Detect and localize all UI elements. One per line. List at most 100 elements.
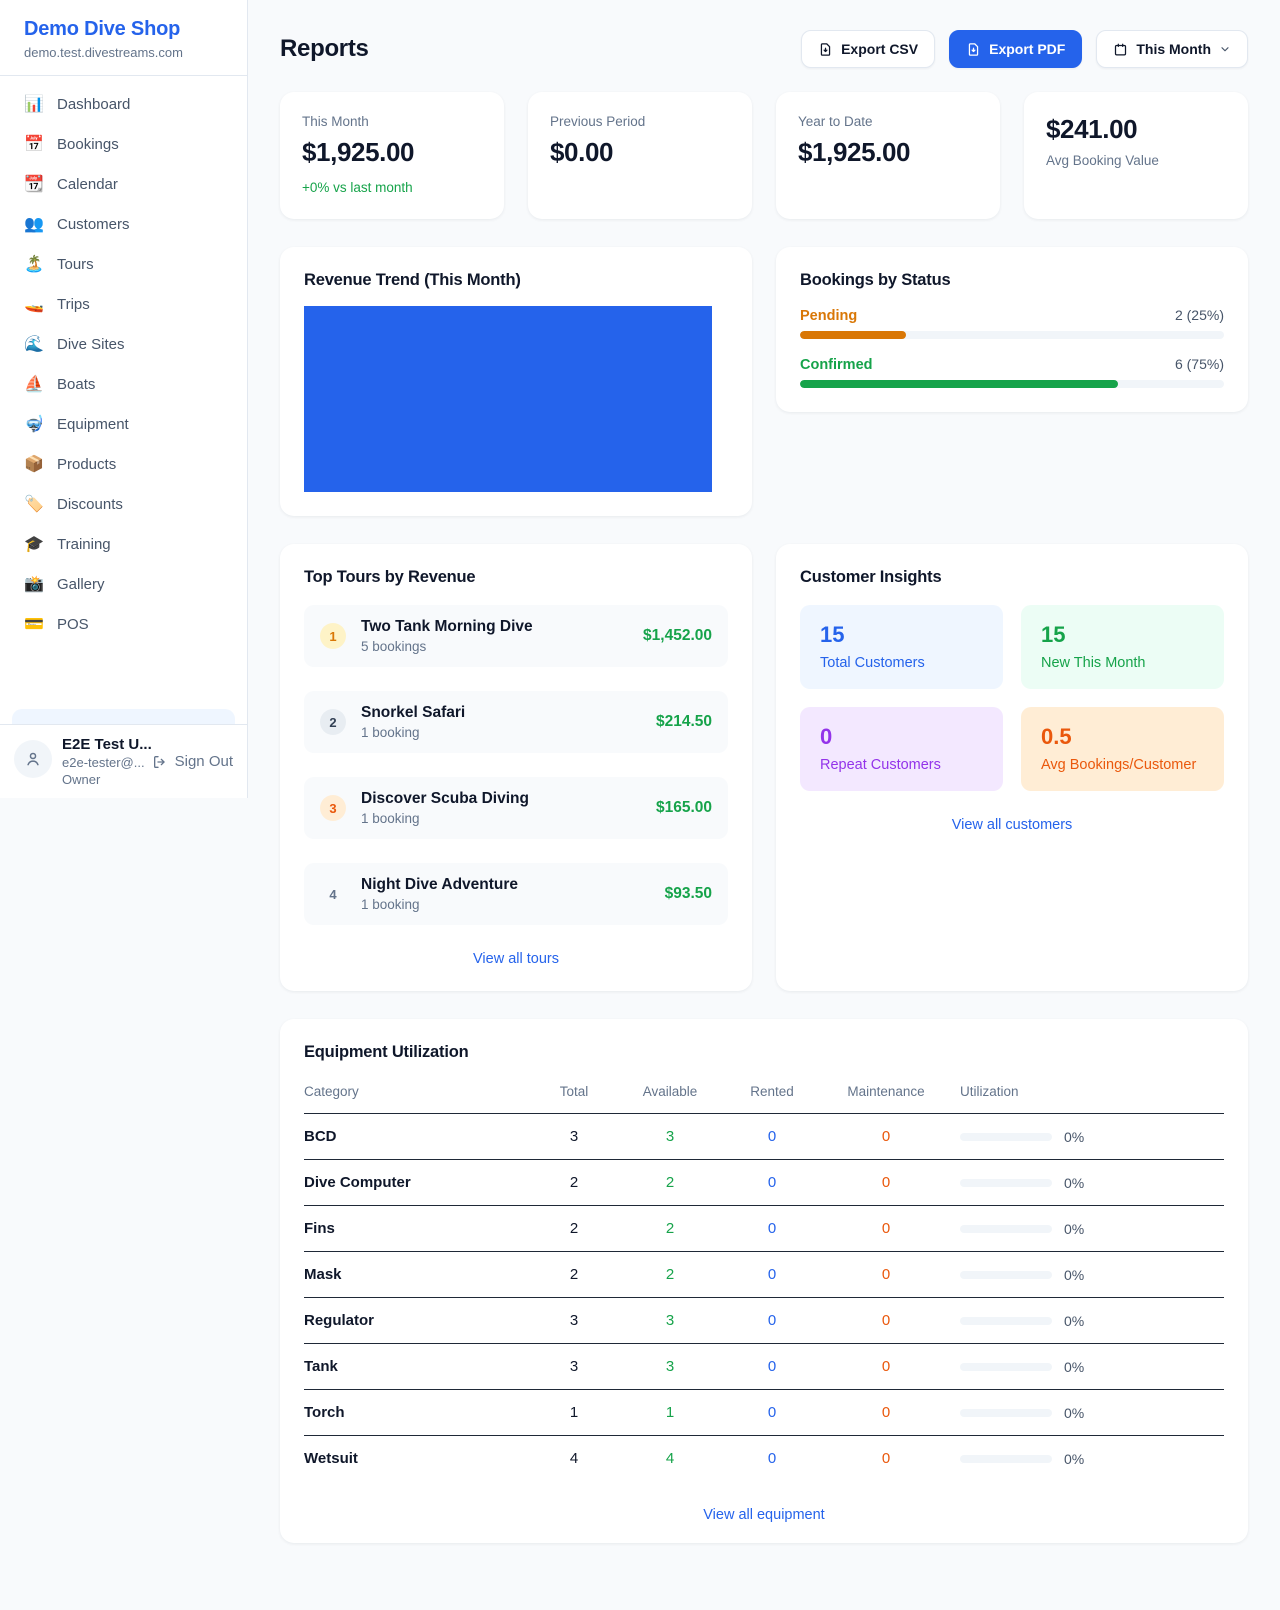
page-header: Reports Export CSV Export PDF (280, 30, 1248, 68)
stat-label: Year to Date (798, 114, 873, 129)
cell-available: 2 (616, 1251, 724, 1298)
sign-out-button[interactable]: Sign Out (152, 753, 233, 770)
cell-total: 1 (532, 1389, 616, 1436)
sidebar-item-label: Trips (57, 296, 90, 313)
sidebar-item-bookings[interactable]: 📅 Bookings (12, 128, 235, 161)
user-info: E2E Test U... e2e-tester@... Owner (62, 736, 152, 787)
tile-total-customers: 15 Total Customers (800, 605, 1003, 689)
cell-total: 3 (532, 1297, 616, 1344)
rank-badge: 3 (320, 795, 346, 821)
stats-row: This Month $1,925.00 +0% vs last month P… (280, 92, 1248, 219)
sidebar-item-label: Products (57, 456, 117, 473)
view-all-customers-link[interactable]: View all customers (951, 817, 1073, 833)
export-csv-button[interactable]: Export CSV (801, 30, 936, 68)
sidebar-item-tours[interactable]: 🏝️ Tours (12, 248, 235, 281)
export-pdf-button[interactable]: Export PDF (949, 30, 1083, 68)
sidebar-item-discounts[interactable]: 🏷️ Discounts (12, 488, 235, 521)
sidebar-item-label: Dashboard (57, 96, 131, 113)
sidebar-item-label: Bookings (57, 136, 119, 153)
sidebar-item-equipment[interactable]: 🤿 Equipment (12, 408, 235, 441)
utilization-bar (960, 1224, 1052, 1233)
sidebar-item-training[interactable]: 🎓 Training (12, 528, 235, 561)
people-icon: 👥 (24, 215, 44, 233)
tour-bookings: 1 booking (361, 811, 420, 826)
sidebar-item-products[interactable]: 📦 Products (12, 448, 235, 481)
stat-label: Avg Booking Value (1046, 153, 1159, 168)
stat-card-avg-booking-value: $241.00 Avg Booking Value (1024, 92, 1248, 219)
sidebar-item-label: Customers (57, 216, 130, 233)
equipment-table: Category Total Available Rented Maintena… (304, 1076, 1224, 1481)
bookings-by-status-card: Bookings by Status Pending 2 (25%) Confi… (776, 247, 1248, 412)
tile-value: 15 (820, 622, 845, 647)
cell-rented: 0 (724, 1389, 820, 1436)
stat-value: $241.00 (1046, 114, 1138, 144)
user-footer: E2E Test U... e2e-tester@... Owner Sign … (0, 724, 247, 798)
status-bar-track (800, 380, 1224, 388)
cell-maintenance: 0 (820, 1205, 952, 1252)
sidebar-item-calendar[interactable]: 📆 Calendar (12, 168, 235, 201)
user-role: Owner (62, 772, 101, 787)
status-count: 2 (25%) (1174, 307, 1224, 323)
cell-utilization: 0% (952, 1159, 1224, 1206)
rank-badge: 1 (320, 623, 346, 649)
tour-bookings: 1 booking (361, 897, 420, 912)
revenue-trend-title: Revenue Trend (This Month) (304, 271, 521, 289)
view-all-tours-link[interactable]: View all tours (473, 951, 559, 967)
table-row: Regulator 3 3 0 0 0% (304, 1297, 1224, 1344)
sidebar-item-gallery[interactable]: 📸 Gallery (12, 568, 235, 601)
col-total: Total (532, 1076, 616, 1114)
cell-utilization: 0% (952, 1436, 1224, 1482)
sidebar-item-label: Boats (57, 376, 96, 393)
top-tours-title: Top Tours by Revenue (304, 568, 476, 586)
utilization-bar (960, 1454, 1052, 1463)
sidebar-item-dashboard[interactable]: 📊 Dashboard (12, 88, 235, 121)
cell-category: Regulator (304, 1297, 532, 1344)
status-bar-fill (800, 331, 906, 339)
sidebar-item-trips[interactable]: 🚤 Trips (12, 288, 235, 321)
cell-rented: 0 (767, 1450, 777, 1467)
cell-utilization: 0% (952, 1343, 1224, 1390)
col-maintenance: Maintenance (820, 1076, 952, 1114)
view-all-equipment-link[interactable]: View all equipment (703, 1507, 825, 1523)
cell-utilization: 0% (952, 1297, 1224, 1344)
cell-total: 3 (532, 1113, 616, 1160)
cell-rented: 0 (724, 1205, 820, 1252)
calendar-icon: 📆 (24, 175, 44, 193)
tour-row: 4 Night Dive Adventure 1 booking $93.50 (304, 863, 728, 925)
sidebar-item-boats[interactable]: ⛵ Boats (12, 368, 235, 401)
cell-category: Torch (304, 1389, 532, 1436)
sidebar-item-pos[interactable]: 💳 POS (12, 608, 235, 641)
stat-card-this-month: This Month $1,925.00 +0% vs last month (280, 92, 504, 219)
sidebar-item-customers[interactable]: 👥 Customers (12, 208, 235, 241)
calendar-date-icon: 📅 (24, 135, 44, 153)
tile-label: Avg Bookings/Customer (1041, 757, 1197, 773)
revenue-trend-chart (304, 306, 713, 492)
header-actions: Export CSV Export PDF This Month (801, 30, 1248, 68)
tour-bookings: 1 booking (361, 725, 420, 740)
sidebar-item-label: Tours (57, 256, 94, 273)
utilization-pct: 0% (1064, 1404, 1085, 1421)
utilization-bar (960, 1316, 1052, 1325)
person-icon (27, 752, 39, 766)
cell-total: 2 (532, 1251, 616, 1298)
cell-rented: 0 (724, 1297, 820, 1344)
table-row: Wetsuit 4 4 0 0 0% (304, 1436, 1224, 1482)
tile-repeat-customers: 0 Repeat Customers (800, 707, 1003, 791)
cell-maintenance: 0 (820, 1343, 952, 1390)
cell-maintenance: 0 (820, 1389, 952, 1436)
tour-revenue: $1,452.00 (643, 627, 712, 644)
tag-icon: 🏷️ (24, 495, 44, 513)
stat-card-year-to-date: Year to Date $1,925.00 (776, 92, 1000, 219)
status-label: Pending (800, 308, 858, 324)
graduation-cap-icon: 🎓 (24, 535, 44, 553)
stat-change: +0% vs last month (302, 180, 413, 195)
period-selector[interactable]: This Month (1096, 30, 1248, 68)
tour-name: Night Dive Adventure (361, 876, 519, 893)
wave-icon: 🌊 (24, 335, 44, 353)
sidebar-item-dive-sites[interactable]: 🌊 Dive Sites (12, 328, 235, 361)
equipment-utilization-title: Equipment Utilization (304, 1043, 469, 1061)
stat-value: $1,925.00 (798, 137, 911, 167)
table-row: Fins 2 2 0 0 0% (304, 1205, 1224, 1252)
chevron-down-icon (1221, 47, 1229, 52)
sidebar-nav: 📊 Dashboard 📅 Bookings 📆 Calendar 👥 Cust… (0, 76, 247, 724)
